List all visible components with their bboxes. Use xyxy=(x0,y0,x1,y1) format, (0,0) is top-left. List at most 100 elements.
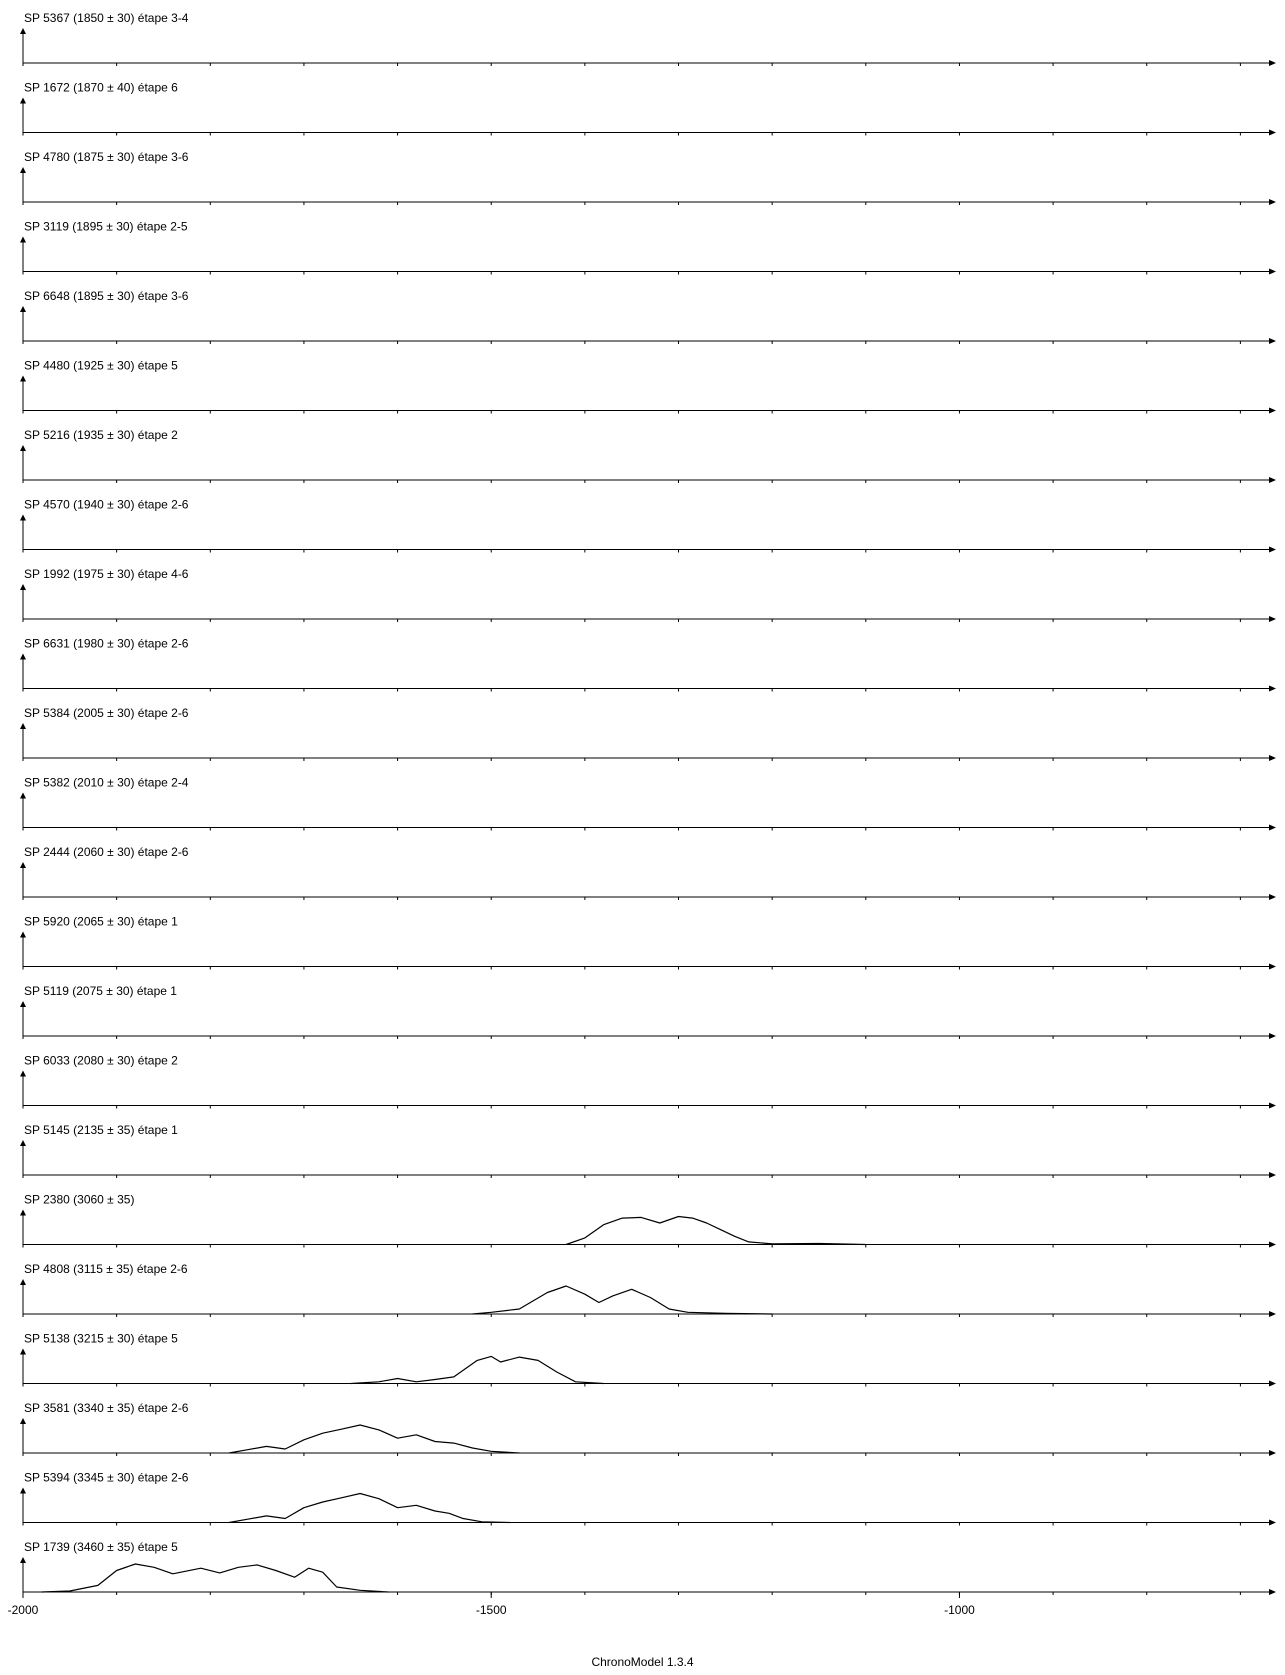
panel: SP 5145 (2135 ± 35) étape 1 xyxy=(20,1123,1276,1178)
y-axis-arrow xyxy=(20,375,26,382)
panel: SP 5384 (2005 ± 30) étape 2-6 xyxy=(20,706,1276,761)
y-axis-arrow xyxy=(20,1001,26,1007)
y-axis-arrow xyxy=(20,1557,26,1563)
y-axis-arrow xyxy=(20,306,26,312)
x-baseline-arrow xyxy=(1269,963,1276,970)
series-label: SP 2444 (2060 ± 30) étape 2-6 xyxy=(24,845,189,859)
series-label: SP 1992 (1975 ± 30) étape 4-6 xyxy=(24,567,189,581)
x-baseline-arrow xyxy=(1269,1380,1276,1387)
x-baseline-arrow xyxy=(1269,1589,1276,1595)
x-baseline-arrow xyxy=(1269,477,1276,483)
panel: SP 1672 (1870 ± 40) étape 6 xyxy=(20,81,1276,136)
x-baseline-arrow xyxy=(1269,894,1276,900)
chart-panels: SP 5367 (1850 ± 30) étape 3-4 SP 1672 (18… xyxy=(20,11,1276,1595)
panel: SP 5138 (3215 ± 30) étape 5 xyxy=(20,1332,1276,1387)
density-curve xyxy=(565,1215,866,1246)
x-baseline-arrow xyxy=(1269,685,1276,692)
series-label: SP 1672 (1870 ± 40) étape 6 xyxy=(24,81,178,95)
series-label: SP 6631 (1980 ± 30) étape 2-6 xyxy=(24,637,189,651)
y-axis-arrow xyxy=(20,1279,26,1285)
series-label: SP 3119 (1895 ± 30) étape 2-5 xyxy=(24,220,188,234)
panel: SP 5216 (1935 ± 30) étape 2 xyxy=(20,428,1276,483)
x-baseline-arrow xyxy=(1269,60,1276,66)
y-axis-arrow xyxy=(20,931,26,938)
x-baseline-arrow xyxy=(1269,268,1276,275)
y-axis-arrow xyxy=(20,167,26,173)
panel: SP 5394 (3345 ± 30) étape 2-6 xyxy=(20,1471,1276,1526)
series-label: SP 6033 (2080 ± 30) étape 2 xyxy=(24,1054,178,1068)
x-baseline-arrow xyxy=(1269,546,1276,553)
density-curve xyxy=(472,1285,773,1315)
x-baseline-arrow xyxy=(1269,1311,1276,1317)
x-baseline-arrow xyxy=(1269,824,1276,831)
y-axis-arrow xyxy=(20,97,26,104)
y-axis-arrow xyxy=(20,28,26,34)
series-label: SP 5920 (2065 ± 30) étape 1 xyxy=(24,915,178,929)
y-axis-arrow xyxy=(20,514,26,521)
y-axis-arrow xyxy=(20,1348,26,1355)
x-baseline-arrow xyxy=(1269,407,1276,414)
x-baseline-arrow xyxy=(1269,1033,1276,1039)
series-label: SP 5367 (1850 ± 30) étape 3-4 xyxy=(24,11,189,25)
x-baseline-arrow xyxy=(1269,129,1276,136)
panel: SP 5382 (2010 ± 30) étape 2-4 xyxy=(20,776,1276,831)
y-axis-arrow xyxy=(20,584,26,590)
density-curve xyxy=(228,1492,511,1524)
series-label: SP 4480 (1925 ± 30) étape 5 xyxy=(24,359,178,373)
series-label: SP 2380 (3060 ± 35) xyxy=(24,1193,134,1207)
x-baseline-arrow xyxy=(1269,755,1276,761)
panel: SP 4480 (1925 ± 30) étape 5 xyxy=(20,359,1276,414)
y-axis-arrow xyxy=(20,1487,26,1494)
x-axis: -2000-1500-1000-5000 xyxy=(8,1592,975,1617)
x-baseline-arrow xyxy=(1269,1172,1276,1178)
series-label: SP 5216 (1935 ± 30) étape 2 xyxy=(24,428,178,442)
panel: SP 4808 (3115 ± 35) étape 2-6 xyxy=(20,1262,1276,1317)
y-axis-arrow xyxy=(20,1418,26,1424)
panel: SP 4570 (1940 ± 30) étape 2-6 xyxy=(20,498,1276,553)
panel: SP 3581 (3340 ± 35) étape 2-6 xyxy=(20,1401,1276,1456)
panel: SP 1992 (1975 ± 30) étape 4-6 xyxy=(20,567,1276,622)
y-axis-arrow xyxy=(20,792,26,799)
x-baseline-arrow xyxy=(1269,1450,1276,1456)
x-tick-label: -2000 xyxy=(8,1603,39,1617)
series-label: SP 4570 (1940 ± 30) étape 2-6 xyxy=(24,498,189,512)
panel: SP 6648 (1895 ± 30) étape 3-6 xyxy=(20,289,1276,344)
x-baseline-arrow xyxy=(1269,616,1276,622)
series-label: SP 5119 (2075 ± 30) étape 1 xyxy=(24,984,177,998)
x-baseline-arrow xyxy=(1269,1241,1276,1248)
software-credit: ChronoModel 1.3.4 xyxy=(591,1655,694,1669)
series-label: SP 5382 (2010 ± 30) étape 2-4 xyxy=(24,776,189,790)
panel: SP 1739 (3460 ± 35) étape 5 xyxy=(20,1540,1276,1595)
series-label: SP 1739 (3460 ± 35) étape 5 xyxy=(24,1540,178,1554)
x-baseline-arrow xyxy=(1269,1519,1276,1526)
x-baseline-arrow xyxy=(1269,1102,1276,1109)
series-label: SP 5394 (3345 ± 30) étape 2-6 xyxy=(24,1471,189,1485)
panel: SP 2444 (2060 ± 30) étape 2-6 xyxy=(20,845,1276,900)
panel: SP 2380 (3060 ± 35) xyxy=(20,1193,1276,1248)
density-curve xyxy=(350,1355,604,1385)
y-axis-arrow xyxy=(20,1070,26,1077)
density-curve xyxy=(228,1424,520,1454)
y-axis-arrow xyxy=(20,653,26,660)
panel: SP 6033 (2080 ± 30) étape 2 xyxy=(20,1054,1276,1109)
density-curve xyxy=(41,1563,389,1593)
x-baseline-arrow xyxy=(1269,199,1276,205)
y-axis-arrow xyxy=(20,723,26,729)
panel: SP 5119 (2075 ± 30) étape 1 xyxy=(20,984,1276,1039)
y-axis-arrow xyxy=(20,1140,26,1146)
panel: SP 4780 (1875 ± 30) étape 3-6 xyxy=(20,150,1276,205)
series-label: SP 4780 (1875 ± 30) étape 3-6 xyxy=(24,150,189,164)
panel: SP 3119 (1895 ± 30) étape 2-5 xyxy=(20,220,1276,275)
x-baseline-arrow xyxy=(1269,338,1276,344)
series-label: SP 5145 (2135 ± 35) étape 1 xyxy=(24,1123,178,1137)
panel: SP 6631 (1980 ± 30) étape 2-6 xyxy=(20,637,1276,692)
x-tick-label: -1000 xyxy=(944,1603,975,1617)
panel: SP 5920 (2065 ± 30) étape 1 xyxy=(20,915,1276,970)
series-label: SP 6648 (1895 ± 30) étape 3-6 xyxy=(24,289,189,303)
series-label: SP 5138 (3215 ± 30) étape 5 xyxy=(24,1332,178,1346)
x-tick-label: -1500 xyxy=(476,1603,507,1617)
series-label: SP 4808 (3115 ± 35) étape 2-6 xyxy=(24,1262,188,1276)
y-axis-arrow xyxy=(20,236,26,243)
panel: SP 5367 (1850 ± 30) étape 3-4 xyxy=(20,11,1276,66)
